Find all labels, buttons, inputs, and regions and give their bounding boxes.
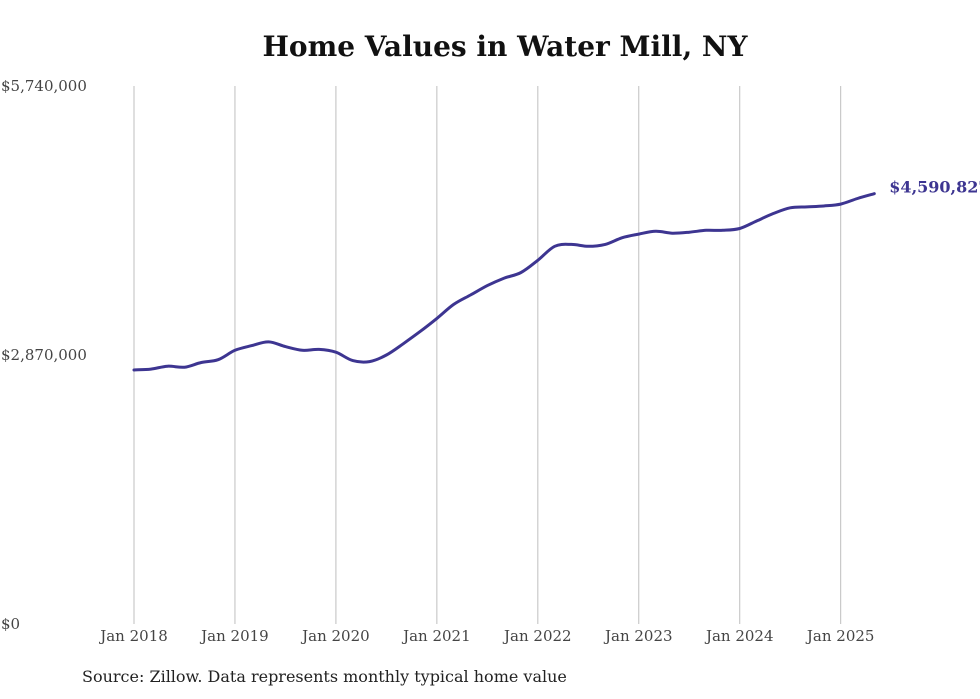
chart-title: Home Values in Water Mill, NY <box>262 30 748 63</box>
x-tick-label: Jan 2021 <box>401 627 471 645</box>
y-tick-label: $2,870,000 <box>1 346 87 364</box>
x-tick-label: Jan 2024 <box>704 627 774 645</box>
gridlines <box>133 86 842 624</box>
x-tick-label: Jan 2019 <box>199 627 269 645</box>
y-axis-ticks: $0 $2,870,000 $5,740,000 <box>1 77 87 633</box>
x-tick-label: Jan 2020 <box>300 627 370 645</box>
y-tick-label: $5,740,000 <box>1 77 87 95</box>
x-axis-ticks: Jan 2018 Jan 2019 Jan 2020 Jan 2021 Jan 2022… <box>98 627 874 645</box>
series-layer <box>132 192 876 372</box>
x-tick-label: Jan 2023 <box>603 627 673 645</box>
end-value-label: $4,590,827 <box>889 178 980 197</box>
x-tick-label: Jan 2022 <box>502 627 572 645</box>
x-tick-label: Jan 2025 <box>805 627 875 645</box>
series-line <box>132 192 876 372</box>
y-tick-label: $0 <box>1 615 20 633</box>
x-tick-label: Jan 2018 <box>98 627 168 645</box>
source-note: Source: Zillow. Data represents monthly … <box>82 667 567 686</box>
